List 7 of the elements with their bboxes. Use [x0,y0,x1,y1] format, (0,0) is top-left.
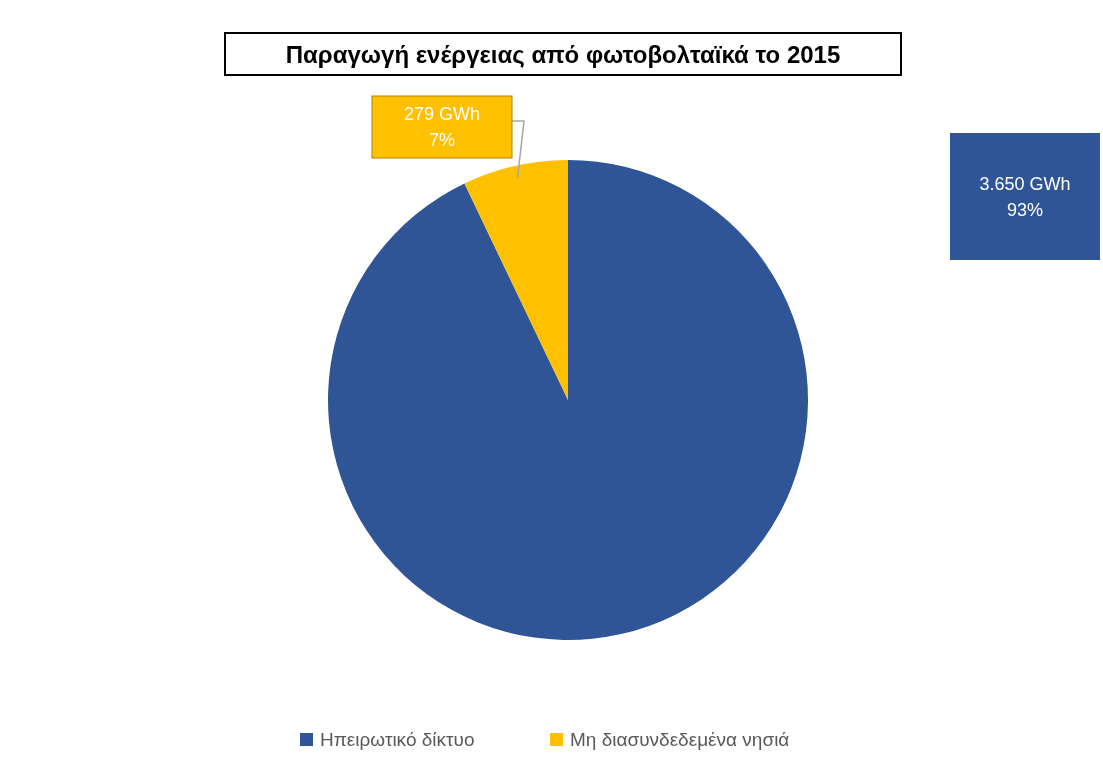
data-label: 3.650 GWh 93% [979,173,1071,220]
legend-label: Μη διασυνδεδεμένα νησιά [570,729,790,750]
pie-slice [464,160,568,400]
legend-label: Ηπειρωτικό δίκτυο [320,729,475,750]
pie-slice [328,160,808,640]
chart-title: Παραγωγή ενέργειας από φωτοβολταϊκά το 2015 [285,41,841,68]
data-label: 279 GWh 7% [403,104,481,150]
